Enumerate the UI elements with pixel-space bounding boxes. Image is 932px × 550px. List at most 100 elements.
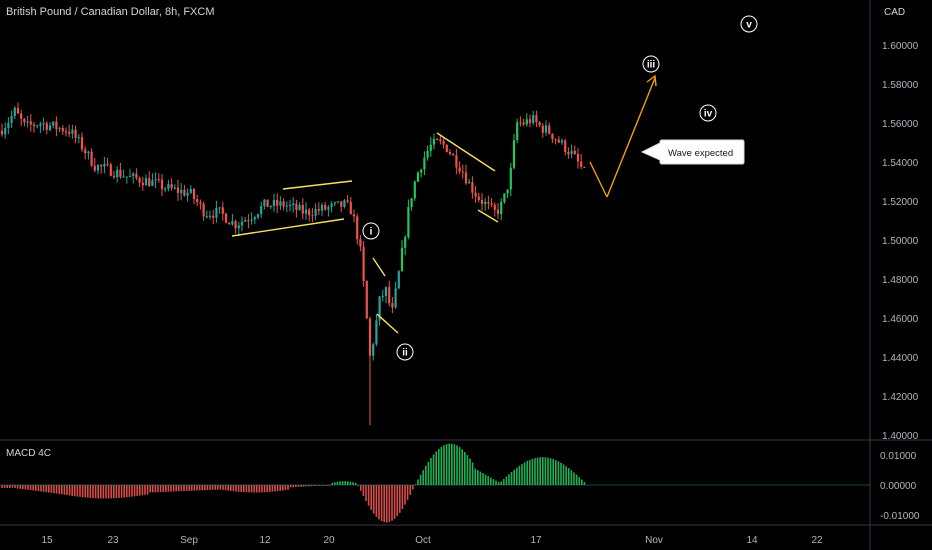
channel-line-upper[interactable] [282,180,353,190]
macd-bar [513,469,515,485]
wedge-line-lower[interactable] [376,313,399,334]
macd-bar [555,460,557,485]
callout-bubble [640,139,745,165]
macd-bar [310,485,313,487]
wave-expected-callout[interactable]: Wave expected [640,139,745,165]
price-tick-label: 1.42000 [882,392,919,403]
candle-body [272,199,276,206]
macd-bar [185,485,188,491]
macd-bar [505,476,508,485]
candle-body [461,171,464,173]
time-tick-label: 22 [811,535,823,546]
macd-bar [518,465,521,485]
macd-bar [409,485,411,495]
time-tick-label: 14 [746,535,758,546]
macd-bar [388,485,391,523]
candle-body [343,200,346,207]
macd-bar [55,485,58,494]
candle-body [132,173,135,176]
macd-bar [227,485,229,491]
macd-bar [152,485,154,493]
macd-bar [105,485,107,499]
channel-line-lower[interactable] [231,218,345,237]
macd-bar [562,464,565,485]
macd-bar [427,461,430,485]
candle-body [71,129,74,134]
macd-bar [178,485,180,492]
candle-body [368,318,372,356]
macd-bar [53,485,55,494]
macd-bar [297,485,300,487]
candle-body [87,151,90,154]
wave-label-iv[interactable]: iv [699,104,717,122]
wave-label-circle [642,55,660,73]
candle-body [90,151,93,166]
macd-bar [89,485,92,498]
macd-bar [193,485,196,491]
macd-bar [61,485,63,495]
channel-line-lower[interactable] [477,209,499,223]
projection-leg-up[interactable] [606,77,656,198]
macd-bar [438,448,440,485]
macd-bar [305,485,307,487]
candle-body [180,189,183,194]
wave-label-v[interactable]: v [740,15,758,33]
candle-body [464,172,468,184]
macd-bar [568,468,570,485]
wave-label-circle [699,104,717,122]
macd-bar [256,485,258,493]
candle-body [199,202,202,204]
candle-body [583,166,586,168]
price-axis-ticks: 1.60000 1.58000 1.56000 1.54000 1.52000 1.500… [882,41,919,442]
macd-bar [284,485,287,491]
macd-bar [159,485,162,493]
candle-body [224,213,228,223]
candle-body [330,203,333,208]
macd-bar [557,461,560,485]
candle-body [122,176,125,178]
callout-text: Wave expected [668,148,733,159]
candle-body [500,201,503,215]
projection-leg-down[interactable] [589,161,608,198]
candle-body [128,175,132,177]
macd-bar [172,485,175,492]
candle-body [560,140,564,143]
candle-body [314,209,317,216]
macd-bar [71,485,73,496]
price-tick-label: 1.56000 [882,119,919,130]
candle-body [282,201,285,207]
candle-body [260,206,263,215]
macd-bar [35,485,37,491]
time-axis-ticks[interactable]: 15 23 Sep 12 20 Oct 17 Nov 14 22 [41,535,823,546]
candle-body [480,200,484,204]
candle-body [247,220,250,222]
macd-bar [399,485,401,513]
candle-body [349,201,352,215]
candle-body [423,157,426,170]
wave-label-ii[interactable]: ii [396,343,414,361]
macd-bar [380,485,383,522]
macd-bar [334,482,336,485]
wave-label-text: iv [704,109,713,120]
wave-label-i[interactable]: i [362,222,380,240]
macd-bar [404,485,406,505]
macd-bar [536,457,539,485]
macd-bar [492,479,495,485]
candle-body [285,205,288,207]
channel-line-upper[interactable] [436,132,496,172]
macd-bar [183,485,185,492]
wave-label-iii[interactable]: iii [642,55,660,73]
candle-body [170,184,173,189]
macd-bar [360,485,362,491]
wedge-line-upper[interactable] [372,257,386,277]
macd-bar [29,485,32,491]
candle-body [356,216,359,240]
macd-bar [9,485,11,488]
candle-body [20,113,23,119]
macd-bar [549,458,552,485]
macd-bar [271,485,274,492]
candle-body [308,209,311,216]
macd-bar [45,485,47,493]
candle-body [106,163,109,165]
